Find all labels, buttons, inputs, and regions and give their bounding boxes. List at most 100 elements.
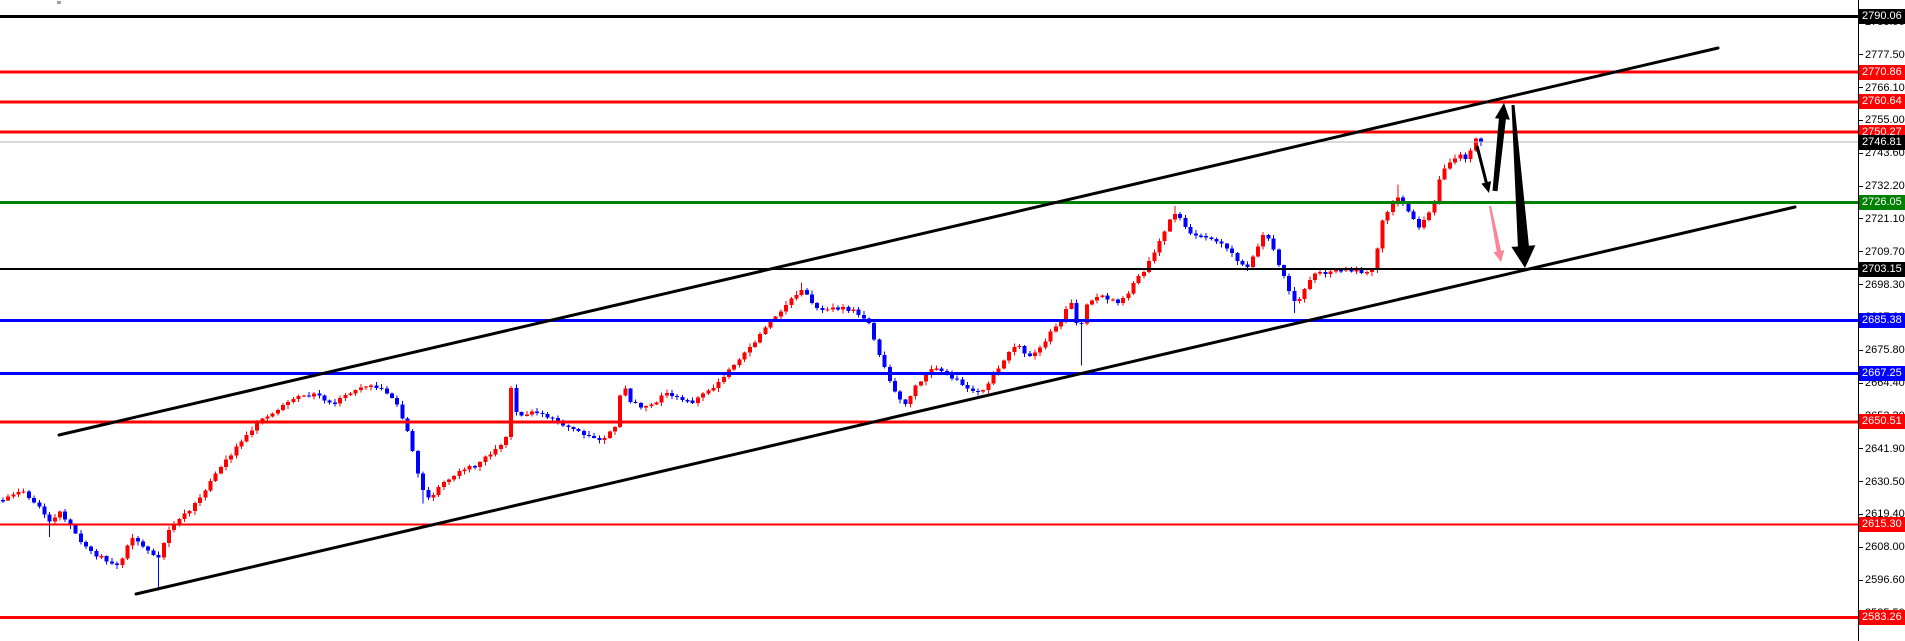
candle — [26, 489, 31, 501]
candle — [524, 410, 529, 417]
candle — [649, 403, 654, 408]
candle — [747, 343, 752, 357]
candle — [545, 411, 550, 419]
pullback-arrow-pink[interactable] — [1489, 205, 1505, 262]
candle — [1406, 202, 1411, 213]
candle — [488, 451, 493, 460]
candle — [369, 384, 374, 391]
candle — [327, 399, 332, 405]
price-level-label-2667.25: 2667.25 — [1859, 365, 1905, 381]
candle — [312, 392, 317, 400]
candle — [1323, 269, 1328, 278]
price-level-label-2685.38: 2685.38 — [1859, 313, 1905, 329]
candle — [955, 375, 960, 381]
candle — [892, 377, 897, 393]
channel-lower-trendline[interactable] — [134, 205, 1797, 596]
candle — [981, 389, 986, 394]
axis-tick: 2721.10 — [1859, 210, 1905, 225]
candle — [306, 392, 311, 398]
candle — [664, 389, 669, 398]
candle — [1131, 281, 1136, 295]
candle — [239, 439, 244, 449]
candle — [498, 443, 503, 452]
tick-dash — [1859, 382, 1863, 384]
candle — [939, 366, 944, 373]
candle — [1297, 296, 1302, 304]
candle — [353, 389, 358, 397]
candle — [1204, 233, 1209, 241]
candle — [706, 388, 711, 395]
tick-dash — [1859, 87, 1863, 89]
candle — [1281, 264, 1286, 279]
candle — [389, 392, 394, 399]
candle — [576, 427, 581, 433]
candle — [146, 545, 151, 555]
candle — [1328, 268, 1333, 278]
axis-tick: 2766.10 — [1859, 79, 1905, 94]
pullback-arrow-black[interactable] — [1475, 145, 1492, 193]
candle — [472, 465, 477, 470]
candle — [644, 405, 649, 412]
candle — [566, 424, 571, 431]
candle — [322, 394, 327, 404]
candle — [1173, 206, 1178, 223]
projection-down-arrow[interactable] — [1511, 104, 1536, 269]
candle — [1276, 248, 1281, 267]
candle — [1095, 293, 1100, 304]
candle — [835, 305, 840, 312]
candle — [1178, 212, 1183, 221]
candle — [1167, 218, 1172, 233]
candle — [1141, 270, 1146, 279]
candle — [1411, 209, 1416, 221]
candle — [737, 357, 742, 368]
price-level-label-2760.64: 2760.64 — [1859, 94, 1905, 110]
horizontal-level-lines — [0, 14, 1858, 619]
candle — [104, 555, 109, 565]
bounce-up-arrow[interactable] — [1492, 103, 1510, 192]
candle — [758, 332, 763, 344]
candle — [970, 385, 975, 394]
tick-dash — [1859, 54, 1863, 56]
candle — [597, 435, 602, 444]
candle — [1468, 148, 1473, 163]
candle — [208, 478, 213, 492]
tick-label: 2675.80 — [1865, 344, 1905, 357]
candle — [721, 373, 726, 384]
candle — [638, 402, 643, 410]
candle — [151, 548, 156, 556]
chart-canvas[interactable] — [0, 0, 1858, 641]
candle — [281, 403, 286, 412]
price-level-label-2703.15: 2703.15 — [1859, 261, 1905, 277]
candle — [244, 431, 249, 443]
candle — [1126, 290, 1131, 301]
tick-dash — [1859, 546, 1863, 548]
candle — [1427, 211, 1432, 222]
channel-upper-trendline[interactable] — [57, 46, 1720, 437]
candle — [11, 492, 16, 499]
axis-tick: 2732.20 — [1859, 178, 1905, 192]
price-level-label-2746.81: 2746.81 — [1859, 134, 1905, 150]
chart-plot-area[interactable] — [0, 0, 1858, 641]
candle — [509, 386, 514, 441]
candle — [1219, 239, 1224, 248]
price-axis[interactable]: 2788.902777.502766.102755.002743.602732.… — [1858, 0, 1905, 641]
candle — [83, 540, 88, 549]
axis-tick: 2698.30 — [1859, 276, 1905, 291]
candle — [16, 488, 21, 497]
candle — [426, 487, 431, 500]
candle — [1012, 343, 1017, 356]
candle — [21, 488, 26, 494]
candle — [218, 465, 223, 475]
candle — [529, 409, 534, 417]
candle — [1079, 321, 1084, 366]
candle — [1256, 243, 1261, 258]
candle — [1458, 152, 1463, 162]
candle — [1209, 236, 1214, 241]
candle — [825, 306, 830, 312]
candle — [63, 508, 68, 522]
candle — [716, 378, 721, 392]
candle — [654, 401, 659, 406]
candle — [1261, 232, 1266, 250]
candle — [1250, 254, 1255, 268]
price-level-label-2770.86: 2770.86 — [1859, 64, 1905, 80]
